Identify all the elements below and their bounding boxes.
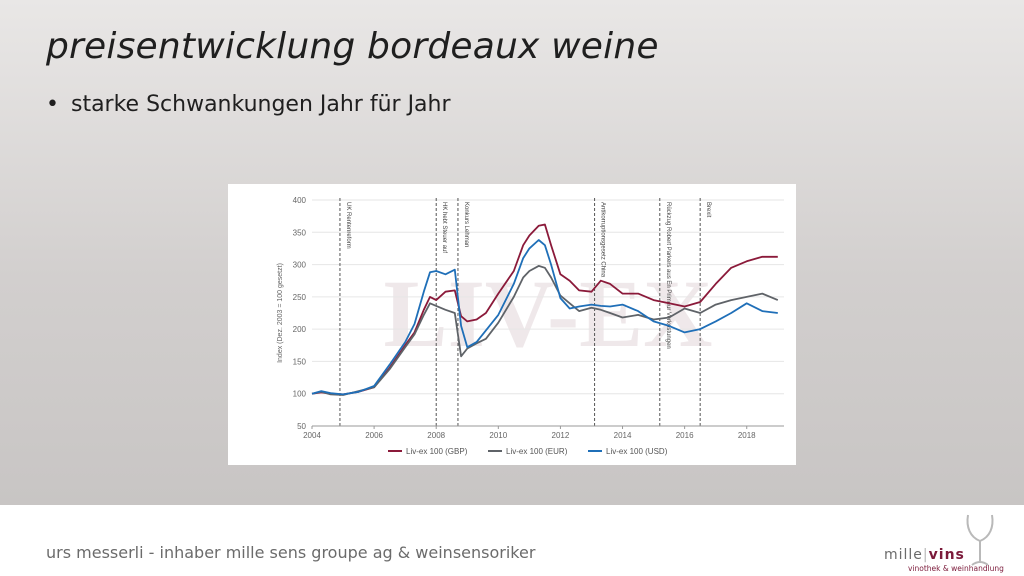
series-line xyxy=(311,265,779,396)
logo-wordmark: mille|vins xyxy=(884,547,965,563)
logo-subtitle: vinothek & weinhandlung xyxy=(908,564,1004,573)
series-line xyxy=(311,223,778,396)
x-tick-label: 2018 xyxy=(738,431,756,440)
chart-card: LIV-EX UK Rentenreform HK hebt Steuer auf… xyxy=(228,184,796,465)
footer-text: urs messerli - inhaber mille sens groupe… xyxy=(46,543,536,562)
logo-part2: vins xyxy=(928,547,965,563)
slide-content: preisentwicklung bordeaux weine • starke … xyxy=(0,0,1024,505)
y-tick-label: 200 xyxy=(293,325,307,334)
x-tick-label: 2008 xyxy=(427,431,445,440)
x-tick-label: 2010 xyxy=(489,431,507,440)
wine-glass-icon xyxy=(966,514,994,566)
x-tick-label: 2016 xyxy=(676,431,694,440)
y-tick-label: 100 xyxy=(293,390,307,399)
footer: urs messerli - inhaber mille sens groupe… xyxy=(0,505,1024,576)
logo-part1: mille xyxy=(884,547,923,563)
bullet-text: starke Schwankungen Jahr für Jahr xyxy=(70,92,451,117)
y-tick-label: 350 xyxy=(293,228,307,237)
bullet-item: • starke Schwankungen Jahr für Jahr xyxy=(46,92,451,117)
event-label: UK Rentenreform xyxy=(345,202,351,249)
event-label: Rückzug Robert Parkers aus En Primeur Ve… xyxy=(665,202,671,349)
x-tick-label: 2012 xyxy=(552,431,570,440)
watermark-text: LIV-EX xyxy=(384,260,713,367)
y-tick-label: 300 xyxy=(293,261,307,270)
bullet-dot-icon: • xyxy=(46,92,59,117)
event-label: Brexit xyxy=(705,202,711,218)
y-tick-label: 400 xyxy=(293,196,307,205)
x-tick-label: 2014 xyxy=(614,431,632,440)
y-axis-label: Index (Dez. 2003 = 100 gesetzt) xyxy=(277,263,284,363)
series-line xyxy=(311,239,778,396)
legend-label: Liv-ex 100 (GBP) xyxy=(406,447,468,456)
slide-title: preisentwicklung bordeaux weine xyxy=(46,26,659,67)
x-tick-label: 2004 xyxy=(303,431,321,440)
y-tick-label: 250 xyxy=(293,293,307,302)
event-label: Konkurs Lehman xyxy=(463,202,469,247)
x-tick-label: 2006 xyxy=(365,431,383,440)
y-tick-label: 150 xyxy=(293,357,307,366)
event-label: Antikorruptionsgesetz China xyxy=(600,202,606,278)
legend-label: Liv-ex 100 (EUR) xyxy=(506,447,568,456)
event-label: HK hebt Steuer auf xyxy=(441,202,447,253)
y-tick-label: 50 xyxy=(297,422,306,431)
logo-separator: | xyxy=(922,547,929,563)
line-chart: LIV-EX UK Rentenreform HK hebt Steuer auf… xyxy=(277,196,784,456)
legend-label: Liv-ex 100 (USD) xyxy=(606,447,668,456)
company-logo: mille|vins vinothek & weinhandlung xyxy=(870,513,1020,573)
